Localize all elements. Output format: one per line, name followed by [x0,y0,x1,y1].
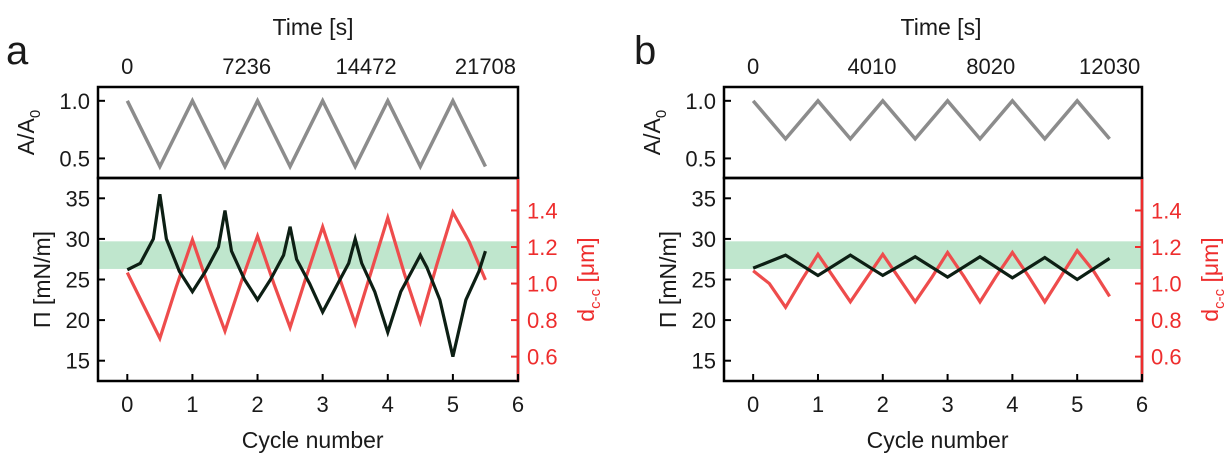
pressure-series-line [752,253,1111,282]
pressure-series-line [126,194,487,357]
right-y-label-sub: c-c [1211,288,1228,308]
left-y-tick-label: 30 [692,227,716,252]
right-y-label-main: d [573,309,599,322]
top-axis-label: Time [s] [901,14,982,40]
left-y-tick-label: 35 [692,186,716,211]
x-axis-label: Cycle number [242,427,384,453]
x-axis-tick-label: 3 [317,392,329,417]
x-axis-label: Cycle number [867,427,1009,453]
lower-plot: 15 20 25 30 35 0.6 0.8 1.0 1.2 1.4 0 1 2 3 4 5 6 Π [mN… [29,176,604,453]
left-y-ticks: 15 20 25 30 35 [692,186,731,374]
left-y-tick-label: 25 [66,268,90,293]
left-y-label: Π [mN/m] [655,231,681,328]
panel-a: a Time [s] 0 7236 14472 21708 0.51.0 A/A0 1… [6,14,604,453]
target-pressure-band [98,241,518,269]
left-y-ticks: 15 20 25 30 35 [66,186,105,374]
top-axis-tick-label: 4010 [847,54,896,79]
top-axis-label: Time [s] [273,14,354,40]
x-axis-tick-label: 2 [877,392,889,417]
right-y-tick-label: 0.6 [1151,345,1182,370]
right-y-label-main: d [1197,309,1223,322]
upper-y-label: A/A0 [639,110,670,155]
left-y-tick-label: 35 [66,186,90,211]
top-axis-tick-label: 0 [747,54,759,79]
top-axis-tick-label: 12030 [1079,54,1140,79]
x-axis-tick-label: 1 [186,392,198,417]
right-y-label-unit: [μm] [1197,237,1223,289]
x-axis-tick-label: 6 [1136,392,1148,417]
area-series-line [125,96,488,171]
upper-y-ticks: 0.5 1.0 [685,89,731,171]
upper-y-tick-label: 0.5 [685,146,716,171]
top-axis-tick-label: 21708 [455,54,516,79]
x-axis-tick-label: 0 [121,392,133,417]
left-y-tick-label: 30 [66,227,90,252]
top-axis-ticks: 0 4010 8020 12030 [747,54,1140,79]
upper-y-tick-label: 1.0 [685,89,716,114]
right-y-ticks: 0.6 0.8 1.0 1.2 1.4 [1135,198,1182,370]
upper-y-label-sub: 0 [653,110,670,118]
distance-series-line [752,247,1111,311]
x-axis-tick-label: 6 [512,392,524,417]
upper-y-ticks: 0.5 1.0 [59,89,105,171]
x-axis-tick-label: 4 [382,392,394,417]
left-y-tick-label: 20 [66,308,90,333]
upper-plot: 0.5 1.0 A/A0 [639,85,1144,180]
x-axis-tick-label: 4 [1006,392,1018,417]
right-y-tick-label: 1.2 [527,235,558,260]
right-y-tick-label: 0.8 [527,308,558,333]
left-y-tick-label: 25 [692,268,716,293]
upper-y-tick-label: 1.0 [59,89,90,114]
upper-y-label: A/A0 [13,110,44,155]
x-axis-tick-label: 5 [1071,392,1083,417]
x-axis-ticks: 0 1 2 3 4 5 6 [747,374,1148,417]
upper-y-label-main: A/A [13,117,39,155]
right-y-tick-label: 0.8 [1151,308,1182,333]
x-axis-tick-label: 3 [941,392,953,417]
right-y-tick-label: 1.0 [1151,272,1182,297]
panel-letter: b [634,29,656,73]
right-y-label: dc-c [μm] [1197,237,1228,321]
right-y-tick-label: 1.4 [1151,198,1182,223]
top-axis-tick-label: 14472 [335,54,396,79]
lower-plot: 15 20 25 30 35 0.6 0.8 1.0 1.2 1.4 0 1 2 3 4 5 6 Π [mN… [655,176,1228,453]
x-axis-tick-label: 5 [447,392,459,417]
target-pressure-band [724,241,1142,269]
x-axis-tick-label: 0 [747,392,759,417]
upper-plot: 0.5 1.0 A/A0 [13,85,520,180]
right-y-tick-label: 1.0 [527,272,558,297]
x-axis-ticks: 0 1 2 3 4 5 6 [121,374,524,417]
left-y-label: Π [mN/m] [29,231,55,328]
right-y-label-sub: c-c [587,288,604,308]
top-axis-tick-label: 7236 [222,54,271,79]
panel-b: b Time [s] 0 4010 8020 12030 0.51.0 A/A0 15… [634,14,1228,453]
right-y-label-unit: [μm] [573,237,599,289]
top-axis-tick-label: 8020 [966,54,1015,79]
left-y-tick-label: 20 [692,308,716,333]
upper-y-tick-label: 0.5 [59,146,90,171]
panel-letter: a [6,29,29,73]
left-y-tick-label: 15 [692,349,716,374]
right-y-tick-label: 0.6 [527,345,558,370]
left-y-tick-label: 15 [66,349,90,374]
top-axis-ticks: 0 7236 14472 21708 [121,54,516,79]
upper-y-label-main: A/A [639,117,665,155]
x-axis-tick-label: 2 [251,392,263,417]
right-y-label: dc-c [μm] [573,237,604,321]
x-axis-tick-label: 1 [812,392,824,417]
area-series-line [751,98,1111,142]
right-y-tick-label: 1.2 [1151,235,1182,260]
right-y-ticks: 0.6 0.8 1.0 1.2 1.4 [511,198,558,370]
upper-y-label-sub: 0 [27,110,44,118]
top-axis-tick-label: 0 [121,54,133,79]
right-y-tick-label: 1.4 [527,198,558,223]
